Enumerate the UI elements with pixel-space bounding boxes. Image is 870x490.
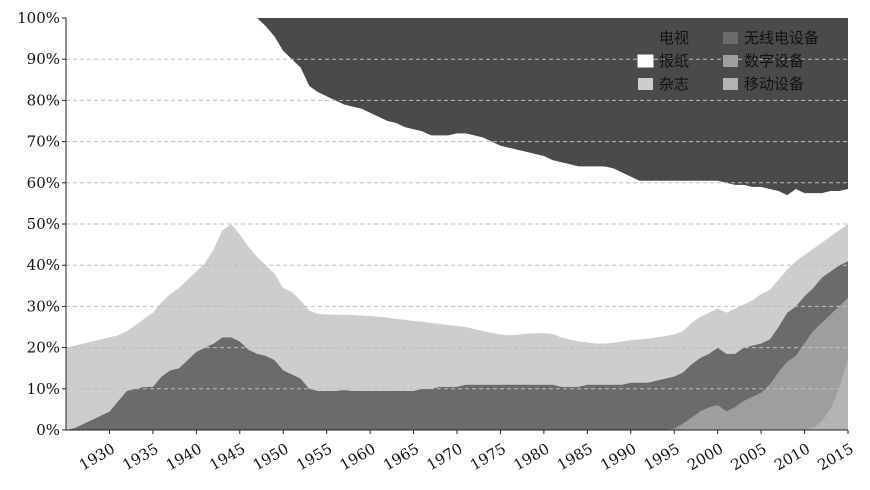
area-series-2 [66, 261, 848, 430]
x-tick-label: 1975 [467, 440, 509, 475]
x-tick-label: 1990 [597, 440, 639, 475]
area-series-3 [66, 224, 848, 430]
x-tick-label: 2005 [728, 440, 770, 475]
y-tick-label: 80% [27, 91, 60, 109]
y-tick-label: 0% [36, 421, 60, 439]
legend-swatch [723, 32, 738, 44]
y-tick-label: 20% [27, 339, 60, 357]
x-tick-label: 1945 [206, 440, 248, 475]
area-series-4 [66, 18, 848, 348]
x-tick-label: 1955 [293, 440, 335, 475]
x-tick-label: 1960 [337, 440, 379, 475]
x-tick-label: 1935 [119, 440, 161, 475]
legend-label: 报纸 [659, 52, 689, 70]
y-tick-label: 70% [27, 133, 60, 151]
legend-swatch [638, 32, 653, 44]
y-tick-label: 30% [27, 297, 60, 315]
legend-swatch [723, 78, 738, 90]
y-tick-label: 60% [27, 174, 60, 192]
x-tick-label: 2010 [771, 440, 813, 475]
x-tick-label: 1940 [163, 440, 205, 475]
x-tick-label: 1965 [380, 440, 422, 475]
x-tick-label: 2015 [815, 440, 857, 475]
legend-swatch [637, 54, 654, 68]
y-tick-label: 10% [27, 380, 60, 398]
y-tick-label: 100% [17, 9, 60, 27]
area-series-1 [66, 298, 848, 430]
legend-label: 杂志 [659, 75, 689, 93]
x-tick-labels: 1930 1935 1940 1945 1950 1955 1960 1965 1970 1975… [76, 430, 857, 474]
gridlines [66, 58, 848, 390]
legend-label: 移动设备 [744, 75, 804, 93]
x-tick-label: 1970 [424, 440, 466, 475]
x-tick-label: 1980 [510, 440, 552, 475]
x-tick-label: 1985 [554, 440, 596, 475]
legend-label: 无线电设备 [744, 29, 819, 47]
legend-label: 数字设备 [744, 52, 804, 70]
y-tick-label: 40% [27, 256, 60, 274]
x-tick-label: 2000 [684, 440, 726, 475]
y-tick-label: 90% [27, 50, 60, 68]
legend-swatch [723, 55, 738, 67]
y-tick-label: 50% [27, 215, 60, 233]
x-tick-label: 1995 [641, 440, 683, 475]
x-tick-label: 1950 [250, 440, 292, 475]
legend-label: 电视 [659, 29, 689, 47]
legend-swatch [638, 78, 653, 90]
y-tick-labels: 0% 10% 20% 30% 40% 50% 60% 70% 80% 90% 100% [17, 9, 66, 439]
x-tick-label: 1930 [76, 440, 118, 475]
